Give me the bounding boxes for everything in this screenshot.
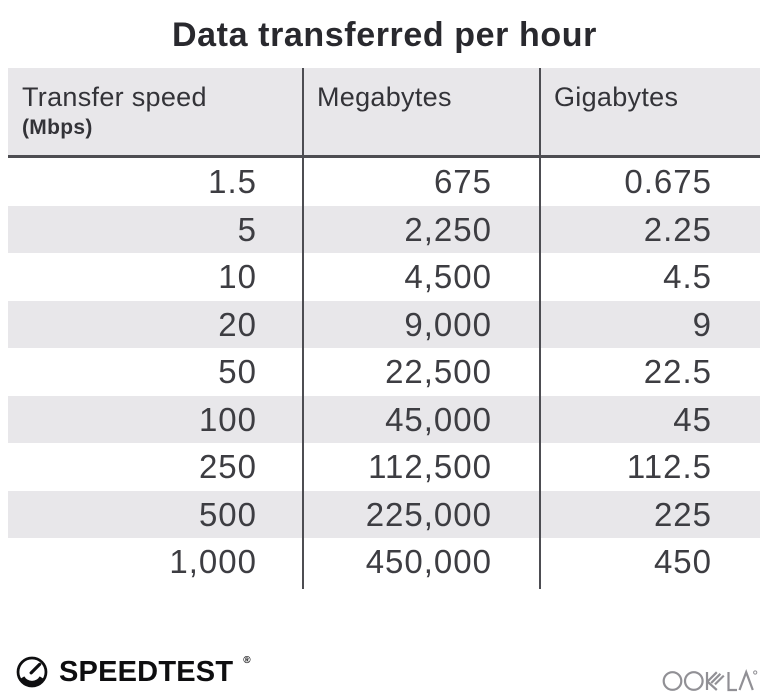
table-row: 1.5 675 0.675 (8, 158, 760, 206)
cell-gigabytes: 0.675 (624, 163, 712, 200)
cell-megabytes: 22,500 (385, 353, 492, 390)
cell-transfer-speed: 20 (218, 305, 257, 343)
ookla-wordmark-icon (662, 669, 758, 692)
cell-megabytes: 225,000 (365, 495, 492, 533)
cell-transfer-speed: 10 (218, 258, 257, 295)
cell-gigabytes: 225 (653, 495, 712, 533)
cell-gigabytes: 4.5 (663, 258, 712, 295)
footer: SPEEDTEST ® (0, 652, 769, 694)
speedtest-logo: SPEEDTEST ® (14, 654, 251, 690)
cell-transfer-speed: 500 (198, 495, 257, 533)
cell-megabytes: 450,000 (365, 543, 492, 580)
table-row: 1,000 450,000 450 (8, 538, 760, 586)
cell-transfer-speed: 5 (237, 210, 257, 248)
cell-transfer-speed: 100 (198, 400, 257, 438)
cell-transfer-speed: 50 (218, 353, 257, 390)
cell-transfer-speed: 1.5 (208, 163, 257, 200)
cell-megabytes: 2,250 (404, 210, 492, 248)
table-row: 50 22,500 22.5 (8, 348, 760, 396)
table-row: 500 225,000 225 (8, 490, 760, 538)
cell-transfer-speed: 250 (198, 448, 257, 485)
registered-trademark-icon: ® (243, 654, 251, 666)
header-transfer-speed-label: Transfer speed (22, 82, 207, 112)
cell-megabytes: 45,000 (385, 400, 492, 438)
table-row: 20 9,000 9 (8, 300, 760, 348)
page-title: Data transferred per hour (172, 16, 597, 54)
table-header: Transfer speed (Mbps) Megabytes Gigabyte… (8, 68, 760, 158)
cell-gigabytes: 112.5 (626, 448, 712, 485)
cell-gigabytes: 45 (673, 400, 712, 438)
cell-gigabytes: 22.5 (643, 353, 712, 390)
table-body: 1.5 675 0.675 5 2,250 2.25 10 4,500 4.5 … (8, 158, 760, 586)
column-divider-1 (302, 68, 304, 589)
cell-gigabytes: 450 (653, 543, 712, 580)
cell-transfer-speed: 1,000 (169, 543, 257, 580)
cell-megabytes: 4,500 (404, 258, 492, 295)
column-divider-2 (539, 68, 541, 589)
table-row: 100 45,000 45 (8, 395, 760, 443)
speedtest-gauge-icon (16, 656, 48, 688)
cell-gigabytes: 9 (692, 305, 712, 343)
speedtest-wordmark: SPEEDTEST (59, 655, 234, 688)
header-gigabytes: Gigabytes (554, 82, 679, 112)
table-row: 5 2,250 2.25 (8, 205, 760, 253)
table-row: 250 112,500 112.5 (8, 443, 760, 491)
cell-megabytes: 9,000 (404, 305, 492, 343)
header-megabytes: Megabytes (317, 82, 452, 112)
header-transfer-speed: Transfer speed (Mbps) (8, 68, 303, 155)
cell-megabytes: 675 (433, 163, 492, 200)
cell-gigabytes: 2.25 (643, 210, 712, 248)
header-transfer-speed-unit: (Mbps) (22, 116, 93, 140)
table-row: 10 4,500 4.5 (8, 253, 760, 301)
cell-megabytes: 112,500 (368, 448, 492, 485)
data-table: Transfer speed (Mbps) Megabytes Gigabyte… (8, 68, 760, 589)
